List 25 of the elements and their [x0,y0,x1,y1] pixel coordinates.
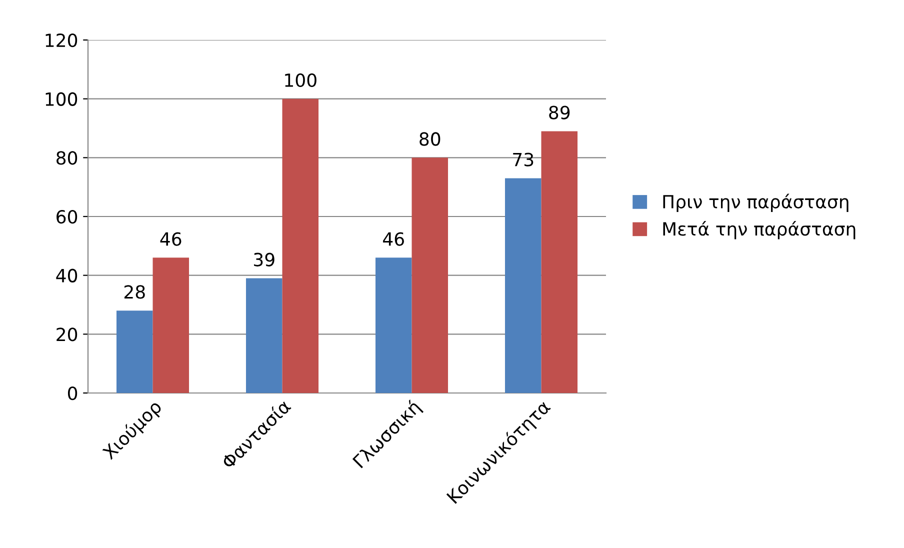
bar [282,98,319,393]
data-label: 39 [254,252,274,266]
bar [412,158,448,393]
y-tick-label: 60 [56,210,78,224]
bar [152,258,190,393]
data-label: 100 [285,73,316,87]
legend-label: Πριν την παράσταση [663,194,848,212]
bar [375,258,412,393]
bar [116,310,153,393]
data-label: 80 [420,132,440,146]
data-label: 28 [124,285,145,299]
y-tick-label: 100 [46,92,78,106]
y-tick-label: 40 [56,268,78,282]
data-label: 46 [383,232,404,246]
y-tick-label: 20 [56,328,78,342]
bar [541,131,578,393]
data-label: 46 [160,232,182,246]
y-tick-label: 80 [56,151,78,165]
y-tick-label: 0 [68,386,78,400]
legend-label: Μετά την παράσταση [663,221,856,240]
y-tick-label: 120 [46,33,78,48]
bar [246,278,282,393]
bar [504,178,542,393]
data-label: 73 [513,152,534,166]
data-label: 89 [549,106,570,120]
